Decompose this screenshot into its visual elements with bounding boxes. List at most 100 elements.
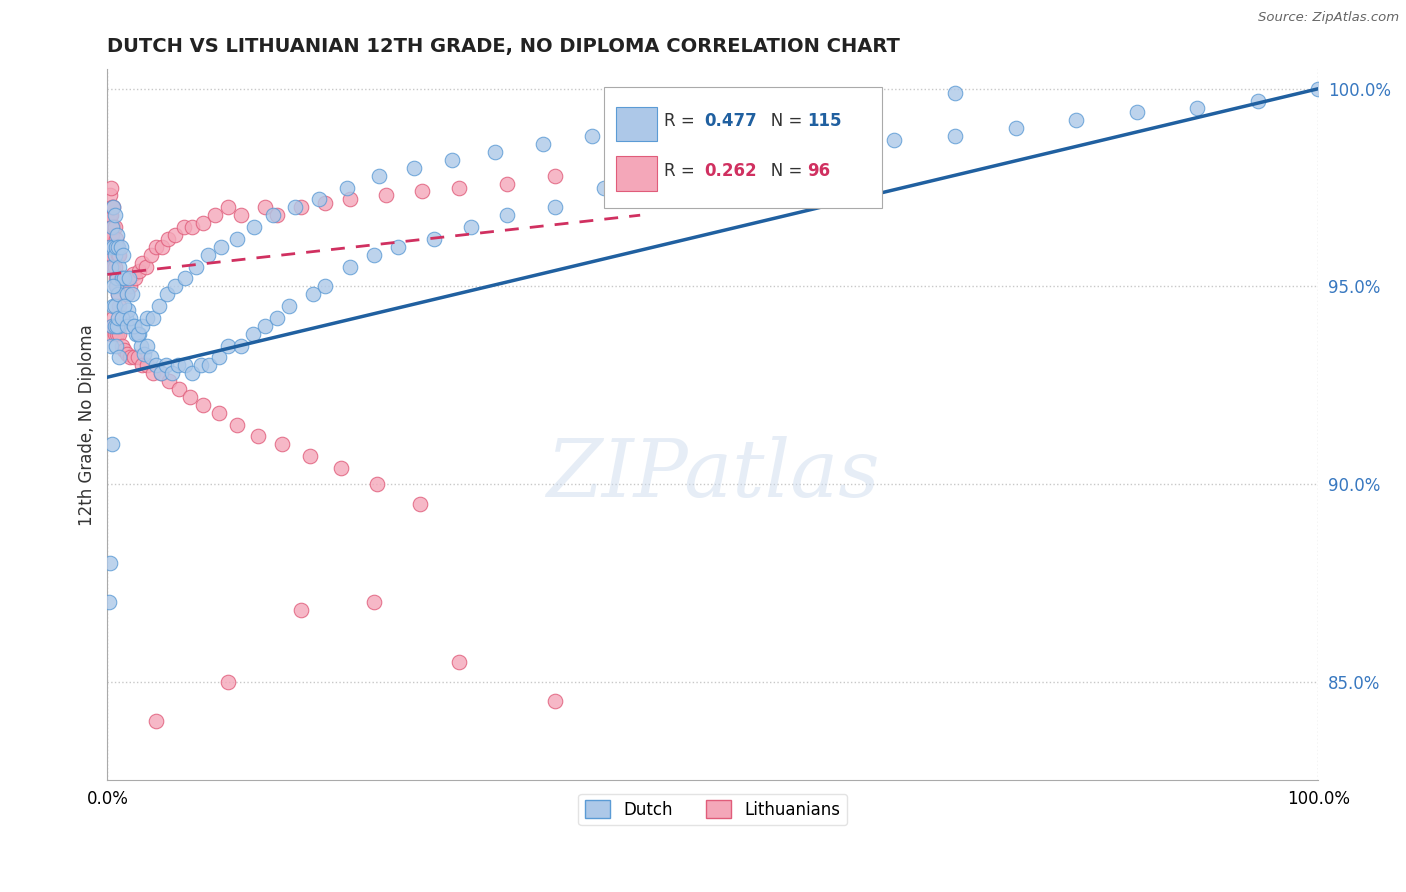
Point bbox=[107, 287, 129, 301]
Point bbox=[97, 208, 120, 222]
Point bbox=[103, 260, 125, 274]
Point bbox=[107, 310, 129, 325]
Point bbox=[108, 351, 131, 365]
Point bbox=[103, 200, 125, 214]
Point bbox=[129, 338, 152, 352]
Point bbox=[115, 346, 138, 360]
Point bbox=[105, 326, 128, 341]
Text: 96: 96 bbox=[807, 161, 831, 179]
Point bbox=[150, 240, 173, 254]
Point bbox=[204, 208, 226, 222]
Point bbox=[246, 429, 269, 443]
Text: N =: N = bbox=[755, 112, 808, 130]
Point bbox=[367, 169, 389, 183]
FancyBboxPatch shape bbox=[616, 156, 657, 191]
Point bbox=[131, 359, 153, 373]
Point bbox=[314, 279, 336, 293]
Point bbox=[641, 169, 664, 183]
Point bbox=[131, 318, 153, 333]
Point bbox=[120, 279, 142, 293]
Point bbox=[531, 136, 554, 151]
Point bbox=[104, 318, 127, 333]
Point bbox=[104, 260, 127, 274]
Point bbox=[104, 240, 127, 254]
Point bbox=[100, 338, 122, 352]
Point bbox=[290, 200, 312, 214]
Point bbox=[339, 260, 361, 274]
Point bbox=[97, 595, 120, 609]
Point bbox=[262, 208, 284, 222]
Point bbox=[226, 417, 249, 432]
Point bbox=[112, 279, 135, 293]
Point bbox=[128, 326, 150, 341]
Point bbox=[103, 200, 125, 214]
Point bbox=[145, 714, 167, 728]
Point bbox=[107, 248, 129, 262]
Point bbox=[121, 287, 143, 301]
Point bbox=[100, 227, 122, 242]
Point bbox=[278, 299, 301, 313]
Point bbox=[217, 674, 239, 689]
Point bbox=[111, 338, 134, 352]
Point bbox=[98, 208, 121, 222]
Point bbox=[112, 248, 135, 262]
Point bbox=[104, 220, 127, 235]
Point bbox=[229, 338, 252, 352]
Point bbox=[197, 248, 219, 262]
Point bbox=[135, 260, 157, 274]
Point bbox=[165, 279, 187, 293]
Point bbox=[111, 279, 134, 293]
Text: Source: ZipAtlas.com: Source: ZipAtlas.com bbox=[1258, 11, 1399, 24]
Point bbox=[253, 200, 276, 214]
Point bbox=[117, 303, 139, 318]
Point bbox=[366, 477, 388, 491]
Point bbox=[112, 343, 135, 357]
Point bbox=[166, 359, 188, 373]
Point bbox=[118, 271, 141, 285]
Point bbox=[104, 326, 127, 341]
Point bbox=[173, 220, 195, 235]
Point bbox=[103, 240, 125, 254]
Point bbox=[111, 271, 134, 285]
Point bbox=[108, 299, 131, 313]
Point bbox=[374, 188, 396, 202]
Point bbox=[100, 260, 122, 274]
Point bbox=[139, 351, 162, 365]
Y-axis label: 12th Grade, No Diploma: 12th Grade, No Diploma bbox=[79, 324, 96, 525]
Point bbox=[243, 220, 266, 235]
Point bbox=[117, 271, 139, 285]
Point bbox=[581, 129, 603, 144]
Point bbox=[762, 149, 785, 163]
Text: DUTCH VS LITHUANIAN 12TH GRADE, NO DIPLOMA CORRELATION CHART: DUTCH VS LITHUANIAN 12TH GRADE, NO DIPLO… bbox=[107, 37, 900, 56]
Point bbox=[191, 398, 214, 412]
Point bbox=[110, 240, 132, 254]
Point bbox=[104, 279, 127, 293]
Point bbox=[104, 248, 127, 262]
Point bbox=[775, 102, 797, 116]
Point bbox=[98, 556, 121, 570]
Text: 0.477: 0.477 bbox=[704, 112, 756, 130]
Point bbox=[127, 326, 149, 341]
Point bbox=[447, 655, 470, 669]
Point bbox=[122, 318, 145, 333]
Point bbox=[120, 351, 142, 365]
Point bbox=[284, 200, 307, 214]
Point bbox=[409, 497, 432, 511]
Point bbox=[1185, 102, 1208, 116]
Point bbox=[105, 279, 128, 293]
Point bbox=[124, 271, 146, 285]
Point bbox=[270, 437, 292, 451]
Point bbox=[156, 287, 179, 301]
Point bbox=[145, 359, 167, 373]
Point bbox=[173, 271, 195, 285]
Point bbox=[191, 216, 214, 230]
Point bbox=[103, 240, 125, 254]
Point bbox=[136, 359, 159, 373]
Point bbox=[103, 279, 125, 293]
Point bbox=[336, 180, 359, 194]
Point bbox=[98, 188, 121, 202]
Point bbox=[1004, 121, 1026, 136]
Point bbox=[104, 208, 127, 222]
Text: 0.262: 0.262 bbox=[704, 161, 756, 179]
Point bbox=[266, 208, 288, 222]
